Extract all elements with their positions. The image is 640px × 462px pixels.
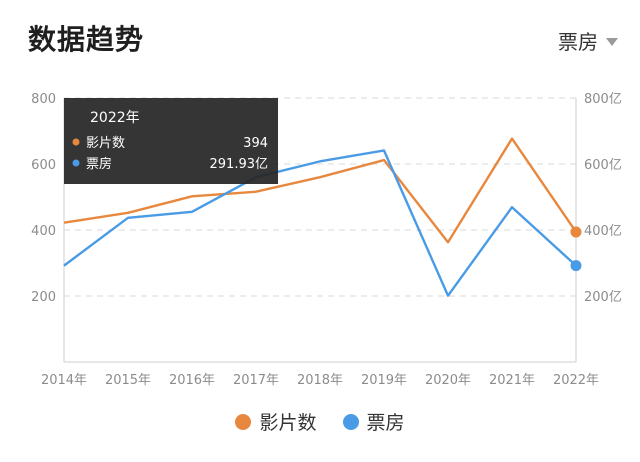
chart-legend: 影片数 票房 xyxy=(0,408,640,435)
tooltip xyxy=(64,98,278,184)
tooltip-value: 291.93亿 xyxy=(210,157,269,172)
series-line xyxy=(63,137,577,244)
legend-item[interactable]: 影片数 xyxy=(235,408,317,435)
caret-down-icon xyxy=(606,37,618,46)
x-tick-label: 2020年 xyxy=(425,373,471,388)
x-tick-label: 2021年 xyxy=(489,373,535,388)
highlight-point xyxy=(570,226,582,238)
legend-label: 票房 xyxy=(366,412,405,434)
tooltip-label: 票房 xyxy=(86,156,112,172)
header: 数据趋势 票房 xyxy=(0,0,640,80)
legend-item[interactable]: 票房 xyxy=(342,408,405,435)
x-tick-label: 2018年 xyxy=(297,373,343,388)
tooltip-value: 394 xyxy=(243,136,268,151)
trend-chart: 200 200亿 400 400亿 600 600亿 800 800亿 2014年 2015年 20… xyxy=(31,92,622,388)
x-tick-label: 2019年 xyxy=(361,373,407,388)
tooltip-title: 2022年 xyxy=(90,110,140,126)
y-tick-label-left: 400 xyxy=(31,224,56,239)
y-tick-label-left: 200 xyxy=(31,290,56,305)
legend-dot-icon xyxy=(235,413,252,430)
y-tick-label-left: 600 xyxy=(31,158,56,173)
metric-dropdown-value: 票房 xyxy=(558,30,598,54)
x-tick-label: 2017年 xyxy=(233,373,279,388)
legend-label: 影片数 xyxy=(259,412,317,434)
x-tick-label: 2022年 xyxy=(553,373,599,388)
x-tick-label: 2015年 xyxy=(105,373,151,388)
legend-dot-icon xyxy=(342,413,359,430)
page-title: 数据趋势 xyxy=(28,23,145,56)
x-tick-label: 2014年 xyxy=(41,373,87,388)
metric-dropdown[interactable]: 票房 xyxy=(558,26,618,55)
tooltip-dot xyxy=(72,138,80,146)
y-tick-label-right: 800亿 xyxy=(584,92,622,107)
y-tick-label-right: 200亿 xyxy=(584,290,622,305)
tooltip-label: 影片数 xyxy=(86,136,125,151)
y-tick-label-left: 800 xyxy=(31,92,56,107)
series-line xyxy=(63,149,577,297)
y-tick-label-right: 400亿 xyxy=(584,224,622,239)
x-tick-label: 2016年 xyxy=(169,373,215,388)
y-tick-label-right: 600亿 xyxy=(584,158,622,173)
tooltip-dot xyxy=(72,159,80,167)
highlight-point xyxy=(570,260,582,272)
